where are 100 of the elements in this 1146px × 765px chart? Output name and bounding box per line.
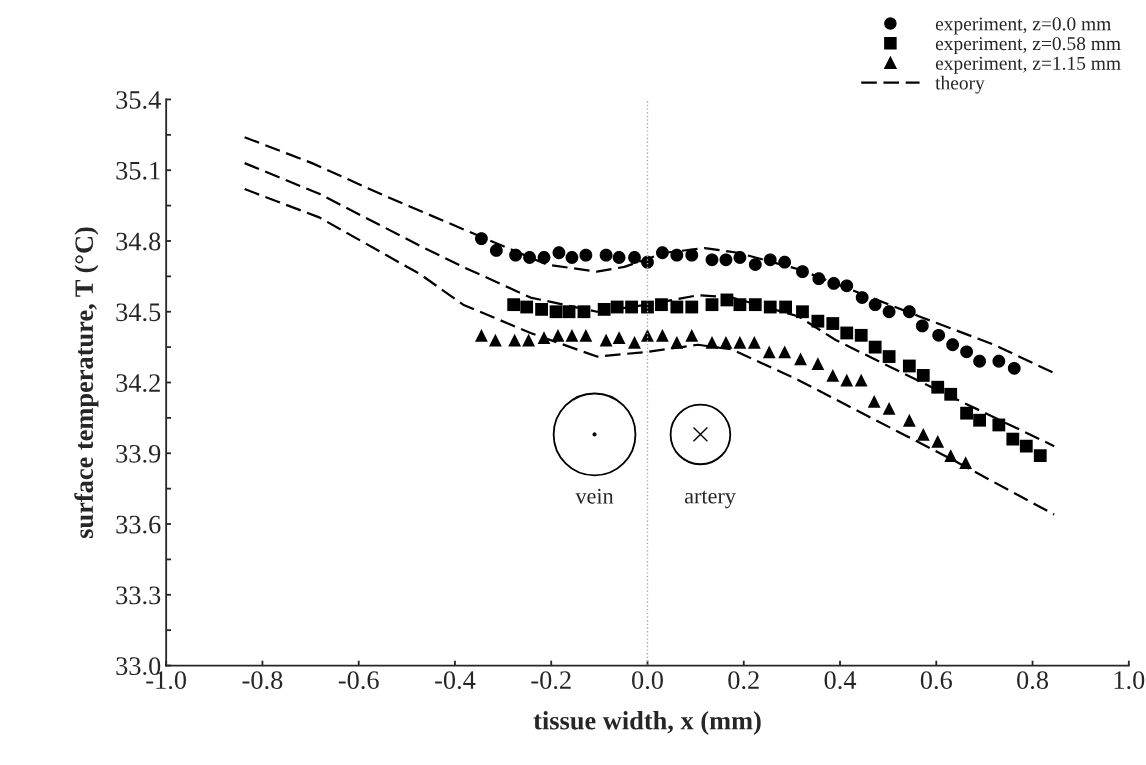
point [779, 300, 793, 314]
point [579, 248, 593, 262]
y-axis-title: surface temperature, T (°C) [74, 227, 99, 538]
point [811, 314, 825, 328]
y-tick-label: 34.8 [116, 232, 161, 251]
point [916, 427, 930, 441]
point [599, 333, 613, 347]
point [931, 380, 945, 394]
point [778, 345, 792, 359]
point [1006, 432, 1020, 446]
point [854, 328, 868, 342]
point [882, 350, 896, 363]
point [796, 305, 809, 319]
point [705, 298, 719, 312]
point [705, 336, 719, 349]
x-tick-label: 0.6 [920, 671, 952, 690]
point [882, 402, 896, 415]
point [612, 331, 626, 345]
point [685, 300, 699, 314]
point [549, 305, 563, 319]
point [902, 359, 916, 373]
point [826, 317, 840, 330]
point [488, 333, 502, 347]
x-tick-label: -0.4 [435, 671, 476, 690]
x-tick-label: -0.6 [338, 671, 379, 690]
x-tick-label: -0.8 [242, 671, 283, 690]
y-tick-label: 33.3 [116, 586, 161, 605]
point [670, 300, 684, 314]
x-tick-label: 0.8 [1017, 671, 1049, 690]
point [475, 328, 488, 342]
point [794, 352, 807, 366]
legend-label: experiment, z=0.0 mm [935, 17, 1112, 35]
annotation: artery [684, 490, 736, 509]
point [641, 328, 654, 342]
point [520, 300, 534, 314]
y-tick-label: 33.9 [116, 444, 161, 463]
line-series [243, 187, 1056, 516]
point [551, 328, 565, 342]
point [840, 326, 854, 340]
point [867, 394, 881, 408]
legend-label: theory [935, 75, 985, 94]
point [1007, 361, 1021, 375]
point [762, 345, 776, 359]
point [868, 340, 882, 354]
point [565, 251, 579, 264]
point [507, 298, 521, 312]
point [960, 406, 974, 420]
point [733, 336, 747, 349]
point [811, 357, 825, 371]
y-tick-label: 34.2 [116, 374, 160, 393]
x-tick-label: 0.4 [824, 671, 857, 690]
x-tick-label: -0.2 [531, 671, 571, 690]
point [840, 373, 854, 387]
legend-label: experiment, z=1.15 mm [935, 56, 1121, 74]
point [552, 246, 566, 260]
point [932, 328, 946, 342]
y-tick-label: 33.6 [116, 515, 161, 534]
point [1019, 439, 1033, 453]
point [522, 333, 536, 347]
y-tick-label: 35.1 [116, 161, 160, 180]
point [1033, 449, 1047, 463]
line-series [243, 136, 1056, 375]
point [931, 435, 945, 448]
point [992, 418, 1006, 432]
x-axis-title: tissue width, x (mm) [533, 711, 761, 735]
point [628, 336, 641, 349]
point [579, 328, 593, 342]
point [946, 338, 960, 352]
point [628, 251, 641, 264]
point [612, 251, 626, 264]
x-tick-label: 0.0 [632, 671, 663, 690]
point [748, 258, 762, 271]
point [705, 253, 719, 267]
point [826, 369, 840, 382]
point [489, 244, 503, 257]
y-tick-label: 34.5 [116, 303, 161, 322]
line-series [243, 162, 1056, 448]
point [719, 253, 733, 267]
point [915, 319, 929, 333]
point [854, 373, 868, 387]
point [882, 305, 896, 319]
point [973, 354, 986, 368]
point [902, 413, 916, 427]
x-tick-label: 1.0 [1114, 671, 1145, 690]
annotation: vein [575, 488, 614, 504]
point [508, 333, 522, 347]
legend-label: experiment, z=0.58 mm [935, 37, 1121, 55]
point [973, 413, 986, 427]
point [916, 369, 930, 382]
point [597, 302, 611, 316]
point [992, 354, 1006, 368]
point [565, 328, 579, 342]
point [960, 345, 974, 359]
x-tick-label: 0.2 [728, 671, 759, 690]
point [656, 328, 669, 342]
point [535, 302, 548, 316]
point [685, 328, 699, 342]
point [599, 248, 613, 262]
point [747, 336, 761, 349]
y-tick-label: 35.4 [116, 91, 161, 109]
